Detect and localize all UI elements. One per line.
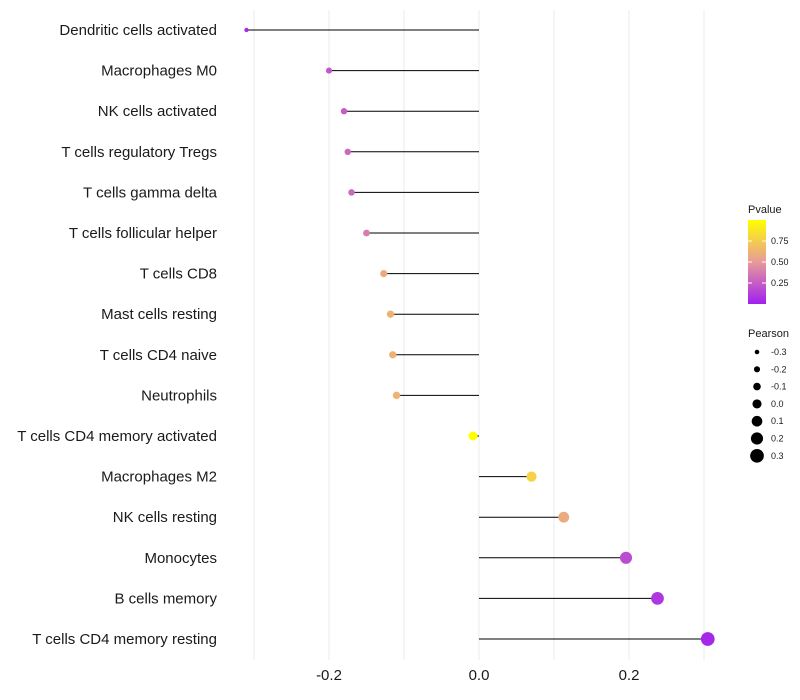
lollipop-point (340, 108, 348, 115)
legend: Pvalue 0.25 0.50 0.75 Pearson -0.3 -0.2 -0.1… (748, 204, 789, 463)
lollipop-point (348, 189, 355, 196)
category-label: Macrophages M0 (101, 63, 217, 80)
category-label: NK cells activated (98, 103, 217, 120)
lollipop-point (558, 511, 570, 523)
size-legend-dot (750, 432, 764, 445)
category-label: B cells memory (114, 590, 217, 607)
color-legend-ticks: 0.25 0.50 0.75 (748, 236, 789, 288)
lollipop-point (363, 229, 370, 237)
lollipop-point (244, 27, 249, 33)
lollipop-point (468, 431, 478, 441)
lollipop-point (380, 270, 388, 278)
x-tick-label: 0.2 (619, 667, 640, 684)
category-label: NK cells resting (113, 509, 217, 526)
category-labels: Dendritic cells activated Macrophages M0 N… (17, 22, 217, 648)
size-legend-dot (753, 382, 761, 391)
size-legend-label: 0.0 (771, 399, 784, 409)
category-label: Monocytes (144, 550, 217, 567)
x-axis-tick-labels: -0.2 0.0 0.2 (316, 667, 639, 684)
x-tick-label: -0.2 (316, 667, 342, 684)
point-layer (244, 27, 715, 646)
lollipop-point (526, 471, 537, 482)
category-label: T cells follicular helper (69, 225, 217, 242)
category-label: Mast cells resting (101, 306, 217, 323)
color-legend-title: Pvalue (748, 204, 782, 216)
category-label: T cells CD8 (140, 266, 217, 283)
lollipop-point (651, 592, 664, 605)
size-legend-dot (751, 415, 763, 427)
size-legend-dot (752, 399, 762, 409)
size-legend-title: Pearson (748, 328, 789, 340)
lollipop-point (619, 551, 633, 564)
lollipop-point (344, 148, 351, 156)
size-legend-items: -0.3 -0.2 -0.1 0.0 0.1 0.2 0.3 (750, 347, 787, 463)
lollipop-point (392, 391, 401, 400)
category-label: Neutrophils (141, 387, 217, 404)
size-legend-dot (754, 349, 760, 355)
category-label: T cells CD4 naive (100, 347, 217, 364)
color-legend-label: 0.50 (771, 257, 789, 267)
size-legend-label: -0.3 (771, 347, 787, 357)
size-legend-label: 0.1 (771, 416, 784, 426)
grid-layer (253, 10, 705, 660)
category-label: Dendritic cells activated (59, 22, 217, 39)
size-legend-label: -0.1 (771, 382, 787, 392)
lollipop-point (386, 310, 395, 318)
category-label: T cells CD4 memory activated (17, 428, 217, 445)
x-tick-label: 0.0 (469, 667, 490, 684)
color-legend-label: 0.75 (771, 236, 789, 246)
size-legend-dot (750, 448, 764, 463)
size-legend-label: 0.2 (771, 434, 784, 444)
category-label: Macrophages M2 (101, 469, 217, 486)
category-label: T cells regulatory Tregs (61, 144, 217, 161)
color-legend-bar (748, 220, 766, 304)
category-label: T cells gamma delta (83, 184, 218, 201)
stick-layer (246, 29, 708, 640)
category-label: T cells CD4 memory resting (32, 631, 217, 648)
size-legend-label: -0.2 (771, 364, 787, 374)
color-legend-label: 0.25 (771, 278, 789, 288)
lollipop-point (700, 632, 715, 646)
lollipop-point (389, 351, 397, 359)
size-legend-dot (753, 366, 761, 373)
size-legend-label: 0.3 (771, 451, 784, 461)
lollipop-point (325, 67, 333, 74)
